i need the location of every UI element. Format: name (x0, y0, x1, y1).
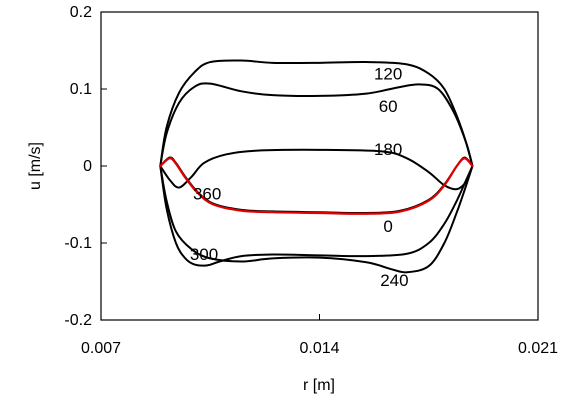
series-line-300 (159, 165, 474, 267)
curves-group (159, 59, 474, 274)
curve-label-360: 360 (193, 185, 221, 204)
curve-labels-group: 0 60 120 180 240 300 360 (190, 65, 409, 290)
series-line-240 (159, 165, 474, 274)
y-tick-label: -0.2 (64, 312, 92, 329)
x-tick-label: 0.007 (81, 340, 121, 357)
y-tick-label: -0.1 (64, 235, 92, 252)
curve-label-0: 0 (383, 217, 392, 236)
x-tick-label: 0.021 (518, 340, 558, 357)
x-tick-label: 0.014 (299, 340, 339, 357)
curve-label-300: 300 (190, 245, 218, 264)
x-axis-label: r [m] (303, 377, 335, 394)
series-line-60 (159, 82, 474, 167)
series-line-0 (159, 157, 474, 215)
curve-label-180: 180 (374, 140, 402, 159)
series-line-180 (159, 148, 474, 191)
curve-label-60: 60 (379, 97, 398, 116)
y-tick-label: 0 (83, 158, 92, 175)
x-ticks-group: 0.007 0.014 0.021 (81, 314, 558, 357)
y-ticks-group: 0.2 0.1 0 -0.1 -0.2 (64, 4, 107, 329)
y-tick-label: 0.2 (70, 4, 92, 21)
curve-label-240: 240 (380, 271, 408, 290)
y-tick-label: 0.1 (70, 81, 92, 98)
curve-label-120: 120 (374, 65, 402, 84)
y-axis-label: u [m/s] (27, 142, 44, 190)
series-line-120 (159, 59, 474, 167)
